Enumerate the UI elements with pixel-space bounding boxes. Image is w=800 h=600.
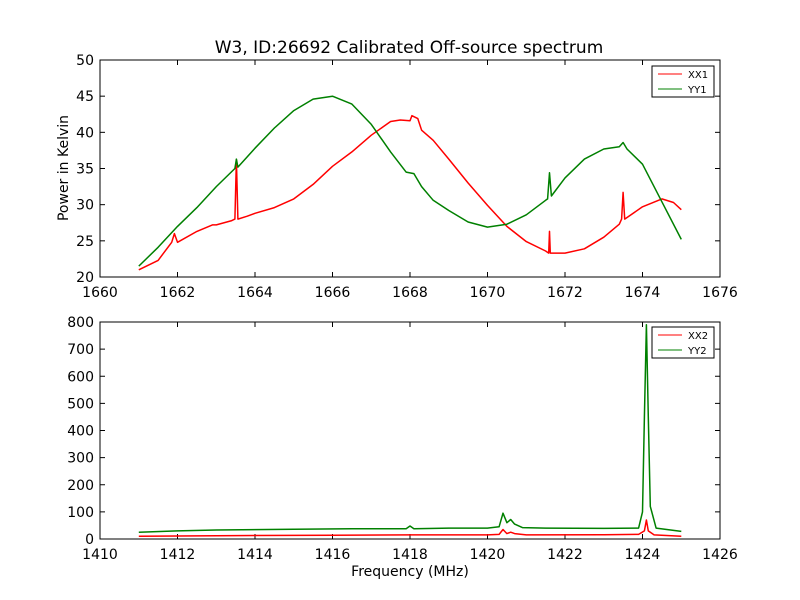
chart-2-x-tick-label: 1414 [237, 547, 273, 563]
chart-1-plot-frame [99, 59, 721, 278]
chart-1-ticks: 1660 1662 1664 1666 1668 1670 1672 1674 1676 20 25… [76, 53, 738, 301]
chart-1-x-tick-label: 1676 [702, 285, 738, 301]
chart-2-y-tick-label: 600 [67, 369, 94, 385]
chart-1-legend-box [651, 65, 715, 98]
chart-2-y-tick-label: 500 [67, 396, 94, 412]
chart-2-series [138, 323, 682, 538]
chart-2-x-tick-label: 1410 [82, 547, 118, 563]
chart-2-y-tick-label: 100 [67, 505, 94, 521]
chart-1-y-tick-label: 45 [76, 89, 94, 105]
spectrum-chart-2: 1410 1412 1414 1416 1418 1420 1422 1424 1426 0 100… [67, 315, 738, 580]
series-line-yy2 [138, 323, 682, 533]
chart-2-y-tick-label: 0 [85, 532, 94, 548]
chart-1-x-tick-label: 1664 [237, 285, 273, 301]
chart-1-y-tick-label: 20 [76, 270, 94, 286]
chart-1-x-tick-label: 1672 [547, 285, 583, 301]
chart-1-x-tick-label: 1662 [160, 285, 196, 301]
series-line-xx2 [138, 519, 682, 538]
chart-1-x-tick-label: 1668 [392, 285, 428, 301]
chart-1-y-tick-label: 25 [76, 234, 94, 250]
chart-1-legend: XX1 YY1 [651, 65, 715, 98]
chart-1-ylabel: Power in Kelvin [56, 115, 72, 221]
chart-1-y-tick-label: 30 [76, 198, 94, 214]
chart-2-legend-label-xx2: XX2 [688, 331, 708, 342]
chart-2-x-tick-label: 1418 [392, 547, 428, 563]
chart-2-y-tick-label: 800 [67, 315, 94, 331]
chart-1-y-tick-label: 40 [76, 125, 94, 141]
chart-2-x-tick-label: 1420 [470, 547, 506, 563]
chart-1-y-tick-label: 50 [76, 53, 94, 69]
chart-1-legend-label-yy1: YY1 [687, 85, 707, 96]
chart-2-y-tick-label: 400 [67, 424, 94, 440]
chart-1-series [138, 95, 682, 271]
series-line-xx1 [138, 114, 682, 271]
chart-1-x-tick-label: 1674 [625, 285, 661, 301]
series-line-yy1 [138, 95, 682, 267]
chart-2-legend-box [651, 326, 715, 359]
chart-1-title: W3, ID:26692 Calibrated Off-source spect… [215, 38, 604, 58]
chart-2-x-tick-label: 1424 [625, 547, 661, 563]
chart-2-xlabel: Frequency (MHz) [351, 564, 469, 580]
chart-2-legend: XX2 YY2 [651, 326, 715, 359]
chart-2-plot-frame [99, 321, 721, 540]
chart-2-y-tick-label: 200 [67, 478, 94, 494]
chart-2-x-tick-label: 1412 [160, 547, 196, 563]
chart-1-x-tick-label: 1670 [470, 285, 506, 301]
chart-2-x-tick-label: 1426 [702, 547, 738, 563]
chart-1-y-tick-label: 35 [76, 162, 94, 178]
chart-1-x-tick-label: 1666 [315, 285, 351, 301]
spectrum-chart-1: W3, ID:26692 Calibrated Off-source spect… [56, 38, 738, 301]
chart-1-legend-label-xx1: XX1 [688, 70, 708, 81]
chart-2-y-tick-label: 700 [67, 342, 94, 358]
chart-2-y-tick-label: 300 [67, 451, 94, 467]
chart-1-x-tick-label: 1660 [82, 285, 118, 301]
chart-2-x-tick-label: 1422 [547, 547, 583, 563]
chart-2-legend-label-yy2: YY2 [687, 346, 707, 357]
chart-2-x-tick-label: 1416 [315, 547, 351, 563]
